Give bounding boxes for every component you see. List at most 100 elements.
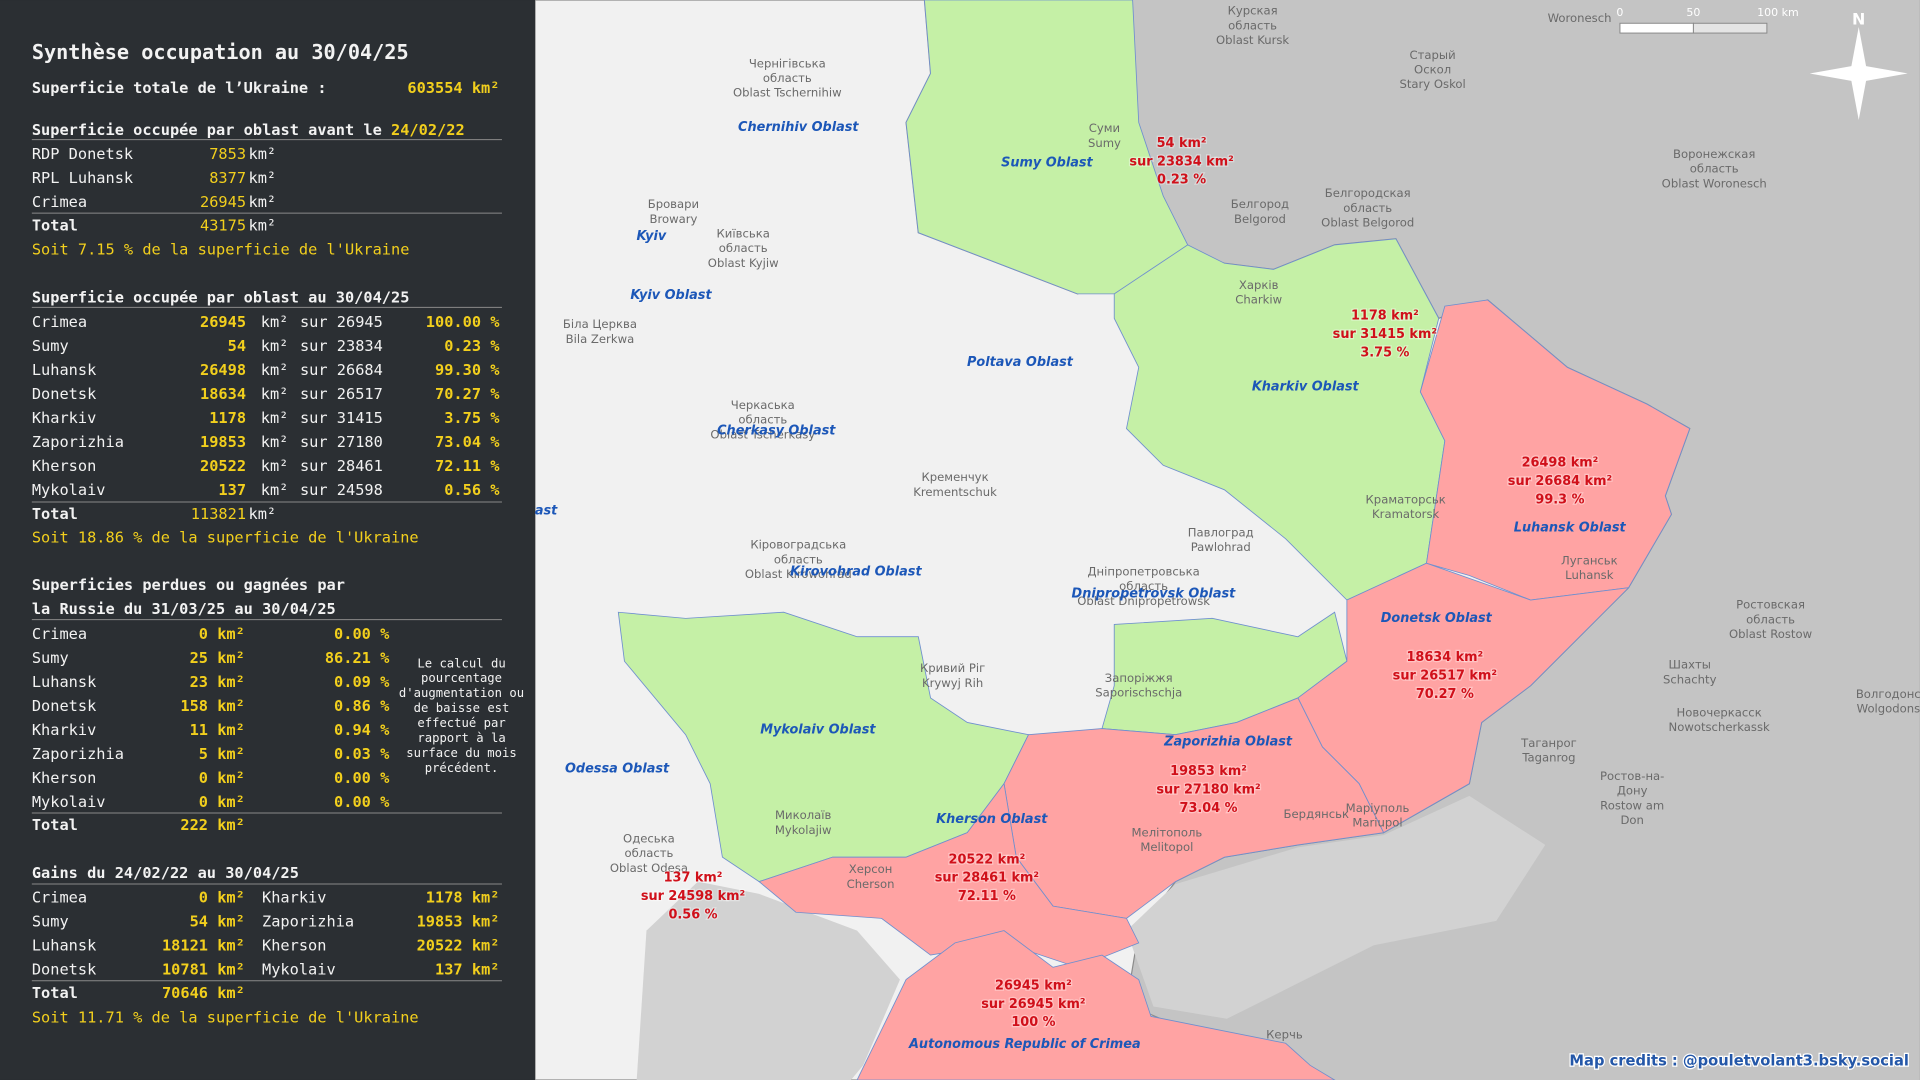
row-percent: 100.00 % [426, 313, 500, 331]
kherson-occupied [758, 782, 1140, 968]
row-value: 1178 km² [426, 888, 500, 906]
remark-line: rapport à la [417, 731, 505, 745]
row-label: RDP Donetsk [32, 145, 133, 163]
place-label: Oblast Kursk [1216, 33, 1289, 47]
row-value: 8377 [209, 169, 246, 187]
row-label: Mykolaiv [32, 481, 106, 499]
occupation-label: 26498 km² [1522, 456, 1599, 471]
oblast-label: Autonomous Republic of Crimea [908, 1037, 1141, 1052]
row-value: 54 [228, 337, 246, 355]
place-label: Кіровоградська [750, 538, 846, 552]
panel-background [0, 0, 535, 1080]
row-value: 5 km² [199, 745, 245, 763]
row-percent: 0.23 % [444, 337, 500, 355]
occupation-label: 100 % [1011, 1015, 1055, 1030]
occupation-label: sur 31415 km² [1333, 327, 1437, 342]
occupation-label: 73.04 % [1180, 801, 1238, 816]
row-percent: 73.04 % [435, 433, 500, 451]
occupation-label: sur 26945 km² [981, 997, 1085, 1012]
place-label: Ростовская [1736, 598, 1805, 612]
place-label: область [624, 846, 673, 860]
row-value: 18121 km² [162, 936, 245, 954]
row-percent: 70.27 % [435, 385, 500, 403]
row-label: Crimea [32, 625, 87, 643]
row-label: Crimea [32, 313, 87, 331]
summary-panel: Synthèse occupation au 30/04/25 Superfici… [0, 0, 535, 1080]
row-value: 0 km² [199, 625, 245, 643]
row-value: 0 km² [199, 793, 245, 811]
row-value: 25 km² [190, 649, 245, 667]
row-value: 11 km² [190, 721, 245, 739]
place-label: Krywyj Rih [922, 676, 983, 690]
row-label: Crimea [32, 888, 87, 906]
row-label: Kharkiv [32, 721, 96, 739]
row-total: sur 23834 [300, 337, 383, 355]
place-label: Sumy [1088, 136, 1121, 150]
place-label: Schachty [1663, 672, 1717, 686]
place-label: Stary Oskol [1399, 77, 1465, 91]
oblast-label: Sumy Oblast [1001, 156, 1093, 171]
section-heading: Superficie occupée par oblast au 30/04/2… [32, 288, 410, 306]
place-label: Krementschuk [913, 485, 997, 499]
row-total: sur 24598 [300, 481, 383, 499]
place-label: Mykolajiw [775, 823, 832, 837]
occupation-label: 26945 km² [995, 978, 1072, 993]
row-percent: 0.94 % [334, 721, 390, 739]
place-label: Oblast Belgorod [1321, 216, 1414, 230]
row-value: 10781 km² [162, 960, 245, 978]
place-label: Wolgodonsk [1857, 702, 1920, 716]
place-label: Кривий Ріг [920, 661, 985, 675]
place-label: Оскол [1414, 62, 1451, 76]
remark-line: pourcentage [421, 671, 502, 685]
row-value: 137 km² [435, 960, 499, 978]
place-label: область [1119, 579, 1168, 593]
oblast-label: Kyiv [636, 229, 666, 244]
row-percent: 0.03 % [334, 745, 390, 763]
total-label: Superficie totale de l’Ukraine : [32, 79, 327, 97]
row-value: 1178 [209, 409, 246, 427]
place-label: Woronesch [1548, 11, 1612, 25]
place-label: Ростов-на- [1600, 769, 1664, 783]
row-label: Kherson [32, 769, 96, 787]
oblast-label: Kharkiv Oblast [1252, 380, 1360, 395]
place-label: Київська [717, 227, 770, 241]
row-percent: 99.30 % [435, 361, 500, 379]
row-label: Total [32, 505, 78, 523]
row-percent: 0.09 % [334, 673, 390, 691]
section-heading: Superficies perdues ou gagnées par [32, 576, 345, 594]
row-unit: km² [261, 433, 289, 451]
place-label: Бровари [648, 197, 699, 211]
oblast-label: Dnipropetrovsk Oblast [1072, 587, 1237, 602]
row-label: Luhansk [32, 361, 96, 379]
crimea-occupied [856, 930, 1336, 1080]
row-percent: 0.56 % [444, 481, 500, 499]
place-label: Oblast Tschernihiw [733, 86, 842, 100]
oblast-label: Kirovohrad Oblast [790, 565, 922, 580]
row-percent: 72.11 % [435, 457, 500, 475]
row-label: Luhansk [32, 936, 96, 954]
row-label: Zaporizhia [32, 433, 124, 451]
oblast-label: Zaporizhia Oblast [1163, 735, 1293, 750]
place-label: Біла Церква [563, 317, 637, 331]
occupation-label: 99.3 % [1535, 492, 1584, 507]
row-value: 23 km² [190, 673, 245, 691]
place-label: область [1228, 18, 1277, 32]
oblast-label: Kyiv Oblast [630, 288, 712, 303]
row-total: sur 26517 [300, 385, 383, 403]
place-label: Mariupol [1352, 816, 1402, 830]
place-label: Новочеркасск [1677, 705, 1762, 719]
row-value: 20522 km² [417, 936, 500, 954]
place-label: Saporischschja [1095, 686, 1182, 700]
row-label: Sumy [32, 337, 69, 355]
row-value: 26498 [200, 361, 246, 379]
row-label: Donetsk [32, 385, 96, 403]
remark-line: surface du mois [406, 746, 516, 760]
row-percent: 86.21 % [325, 649, 390, 667]
row-label: Crimea [32, 193, 87, 211]
row-value: 70646 km² [162, 984, 245, 1002]
row-value: 26945 [200, 313, 246, 331]
row-value: 222 km² [180, 816, 244, 834]
row-value: 19853 km² [417, 912, 500, 930]
place-label: Belgorod [1234, 212, 1286, 226]
